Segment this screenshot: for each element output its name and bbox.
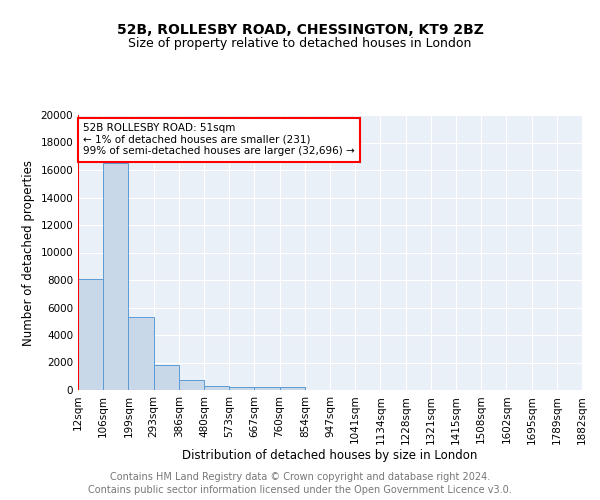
Bar	[179, 380, 204, 390]
Bar	[204, 386, 229, 390]
Text: Size of property relative to detached houses in London: Size of property relative to detached ho…	[128, 38, 472, 51]
X-axis label: Distribution of detached houses by size in London: Distribution of detached houses by size …	[182, 449, 478, 462]
Text: 52B, ROLLESBY ROAD, CHESSINGTON, KT9 2BZ: 52B, ROLLESBY ROAD, CHESSINGTON, KT9 2BZ	[116, 22, 484, 36]
Bar	[280, 388, 305, 390]
Bar	[154, 364, 179, 390]
Text: Contains HM Land Registry data © Crown copyright and database right 2024.
Contai: Contains HM Land Registry data © Crown c…	[88, 472, 512, 495]
Bar	[128, 317, 154, 390]
Bar	[229, 387, 254, 390]
Bar	[78, 278, 103, 390]
Y-axis label: Number of detached properties: Number of detached properties	[22, 160, 35, 346]
Bar	[103, 163, 128, 390]
Text: 52B ROLLESBY ROAD: 51sqm
← 1% of detached houses are smaller (231)
99% of semi-d: 52B ROLLESBY ROAD: 51sqm ← 1% of detache…	[83, 123, 355, 156]
Bar	[254, 388, 280, 390]
